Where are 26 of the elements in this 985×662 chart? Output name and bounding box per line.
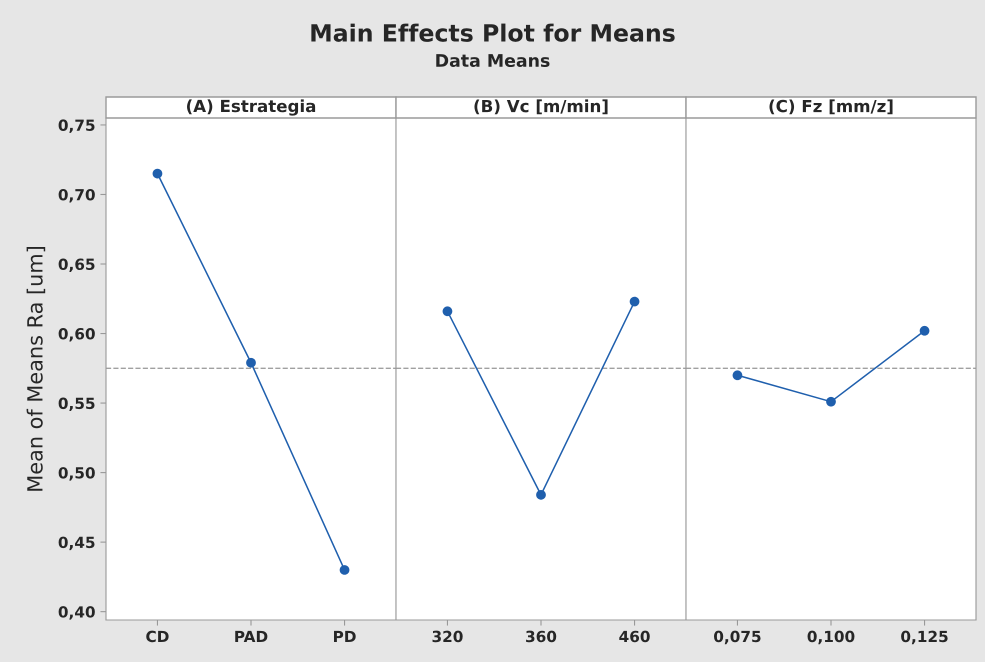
y-tick-label: 0,55 [58,398,95,412]
y-tick-label: 0,40 [58,606,95,620]
x-tick-label: 0,125 [901,630,948,644]
x-tick-label: PD [334,630,356,642]
x-tick-label: CD [146,630,169,642]
point [246,358,256,368]
x-tick-label: 320 [432,630,463,642]
y-axis-title: Mean of Means Ra [um] [26,247,46,491]
x-tick-label: 0,100 [808,630,854,644]
y-tick-label: 0,60 [58,328,95,342]
y-tick-label: 0,75 [58,119,95,133]
x-tick-label: PAD [235,630,268,642]
point [152,168,162,178]
x-tick-label: 360 [526,630,556,642]
text: Main Effects Plot for Means [311,24,675,42]
point [340,565,350,575]
y-tick-label: 0,70 [58,188,95,202]
y-tick-label: 0,65 [58,258,95,272]
text: Data Means [436,54,550,68]
chart-title: (B) Vc [m/min] [474,99,608,114]
x-tick-label: 460 [619,630,650,642]
y-tick-label: 0,45 [58,536,95,550]
chart-title: (A) Estrategia [187,99,316,116]
x-tick-label: 0,075 [714,630,761,644]
chart-title: (C) Fz [mm/z] [769,99,893,114]
y-tick-label: 0,50 [58,467,95,481]
